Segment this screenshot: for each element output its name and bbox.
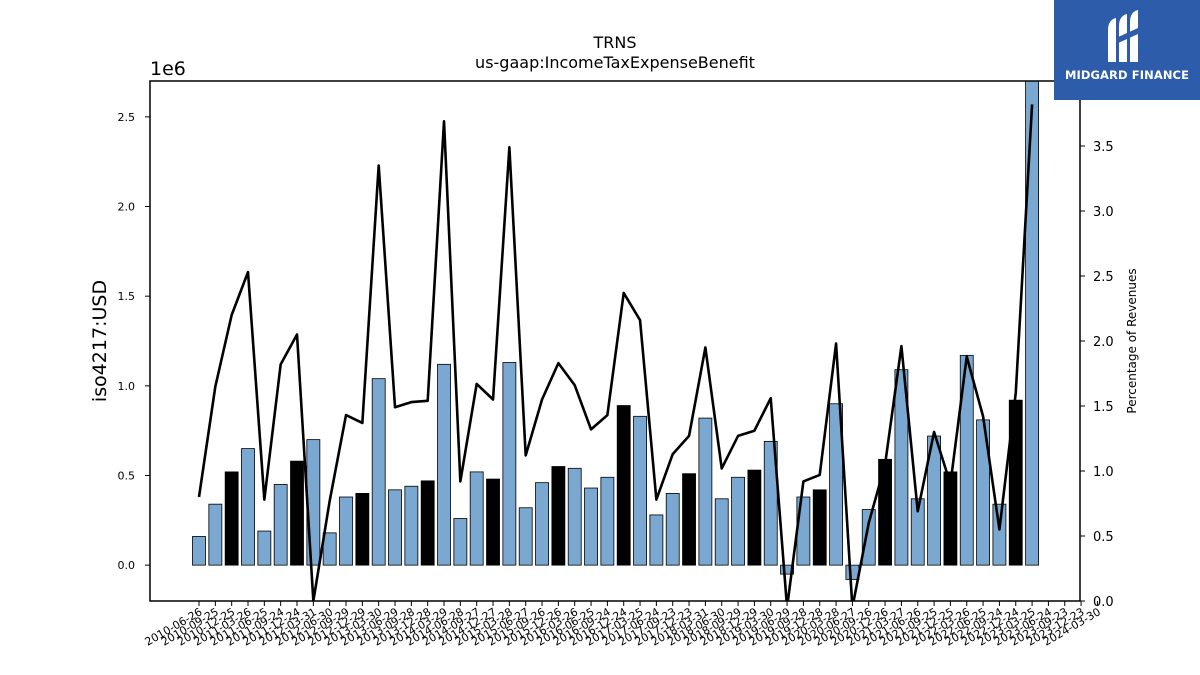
bar (502, 362, 517, 566)
bar (388, 489, 402, 566)
bar (208, 503, 223, 566)
y-tick-label: 1.5 (118, 290, 136, 303)
brand-logo: MIDGARD FINANCE (1054, 0, 1200, 100)
bar (633, 415, 647, 566)
bar (437, 363, 451, 566)
bar (763, 441, 778, 566)
bar (616, 405, 631, 566)
bar (420, 480, 435, 566)
y2-tick-label: 1.0 (1093, 465, 1114, 480)
bar (486, 478, 500, 566)
y2-tick-label: 2.0 (1093, 335, 1114, 350)
y2-tick-label: 0.0 (1093, 595, 1114, 610)
chart-subtitle: us-gaap:IncomeTaxExpenseBenefit (475, 53, 755, 72)
bar (682, 473, 696, 566)
bar (241, 448, 255, 566)
bar (714, 498, 729, 566)
y-tick-label: 2.0 (118, 201, 136, 214)
bar (355, 493, 370, 566)
bar (518, 507, 533, 566)
y2-tick-label: 2.5 (1093, 270, 1114, 285)
bar (257, 530, 272, 566)
bar (649, 514, 664, 566)
bar (453, 518, 468, 566)
plot-area: 0.0 0.5 1.0 1.5 2.0 2.5 0.0 0.5 1.0 1.5 2.0 2.5 3.0 3… (118, 81, 1114, 649)
bar (404, 485, 419, 566)
bar (861, 509, 876, 566)
y-offset-label: 1e6 (150, 58, 186, 80)
bar (992, 503, 1007, 566)
y2-axis-label: Percentage of Revenues (1125, 268, 1139, 413)
bar (584, 487, 598, 566)
y-tick-label: 1.0 (118, 380, 136, 393)
bar (567, 467, 582, 566)
y-tick-label: 2.5 (118, 111, 136, 124)
bar (812, 489, 827, 566)
bar (273, 484, 288, 566)
bar (290, 460, 304, 566)
bar (894, 369, 909, 566)
bar (1025, 81, 1039, 566)
bar (339, 496, 353, 566)
bar (829, 403, 843, 566)
bar (192, 536, 206, 566)
bar (747, 469, 762, 566)
brand-mark-icon (1108, 10, 1138, 62)
bar (600, 476, 615, 566)
y-axis-label: iso4217:USD (89, 280, 111, 402)
bar (371, 378, 386, 566)
bar (943, 471, 958, 566)
bar (224, 471, 239, 566)
y2-tick-label: 0.5 (1093, 530, 1114, 545)
y-tick-label: 0.5 (118, 469, 136, 482)
y-tick-label: 0.0 (118, 559, 136, 572)
bar (469, 471, 484, 566)
chart-title: TRNS (592, 33, 636, 52)
bar (780, 564, 794, 575)
brand-name: MIDGARD FINANCE (1064, 68, 1190, 82)
bar (878, 458, 892, 566)
plot-frame (149, 80, 1081, 602)
bar (535, 482, 549, 566)
plot-clip-group (192, 81, 1039, 601)
bar (322, 532, 337, 566)
y2-tick-label: 1.5 (1093, 400, 1114, 415)
series-line (197, 104, 1034, 601)
bar (731, 476, 745, 566)
bar (698, 417, 713, 566)
y2-tick-label: 3.5 (1093, 140, 1114, 155)
y2-tick-label: 3.0 (1093, 205, 1114, 220)
bar (665, 493, 680, 566)
bar (551, 466, 566, 566)
